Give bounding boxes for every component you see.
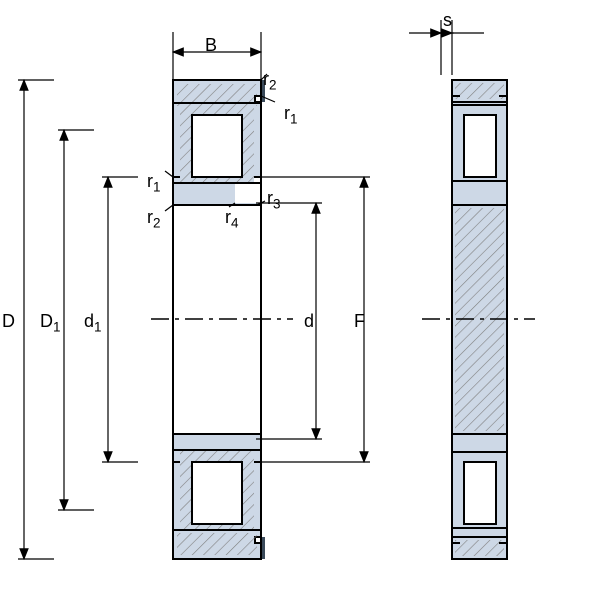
drawing-canvas xyxy=(0,0,600,600)
dim-F: F xyxy=(354,311,365,332)
dim-D1: D1 xyxy=(40,311,61,335)
radius-label-r2_top: r2 xyxy=(263,69,277,93)
radius-label-r2_left: r2 xyxy=(147,207,161,231)
bearing-cross-section-drawing: Bs D D1 d1 d Fr2 r1 r1 r2 r3 r4 xyxy=(0,0,600,600)
radius-label-r1_left: r1 xyxy=(147,171,161,195)
dim-s: s xyxy=(443,10,452,31)
dim-d: d xyxy=(304,311,314,332)
dim-d1: d1 xyxy=(84,311,102,335)
dim-B: B xyxy=(205,35,217,56)
radius-label-r3: r3 xyxy=(267,188,281,212)
radius-label-r1_top: r1 xyxy=(284,103,298,127)
dim-D: D xyxy=(2,311,15,332)
radius-label-r4: r4 xyxy=(225,207,239,231)
